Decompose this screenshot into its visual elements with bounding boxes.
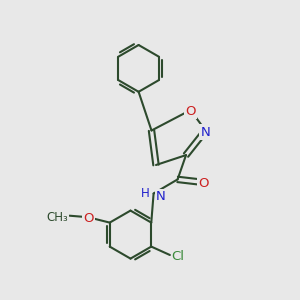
Text: O: O bbox=[198, 177, 209, 190]
Text: Cl: Cl bbox=[171, 250, 184, 263]
Text: O: O bbox=[185, 105, 196, 118]
Text: CH₃: CH₃ bbox=[46, 211, 68, 224]
Text: N: N bbox=[201, 125, 210, 139]
Text: N: N bbox=[156, 190, 166, 203]
Text: O: O bbox=[83, 212, 93, 225]
Text: H: H bbox=[141, 187, 150, 200]
